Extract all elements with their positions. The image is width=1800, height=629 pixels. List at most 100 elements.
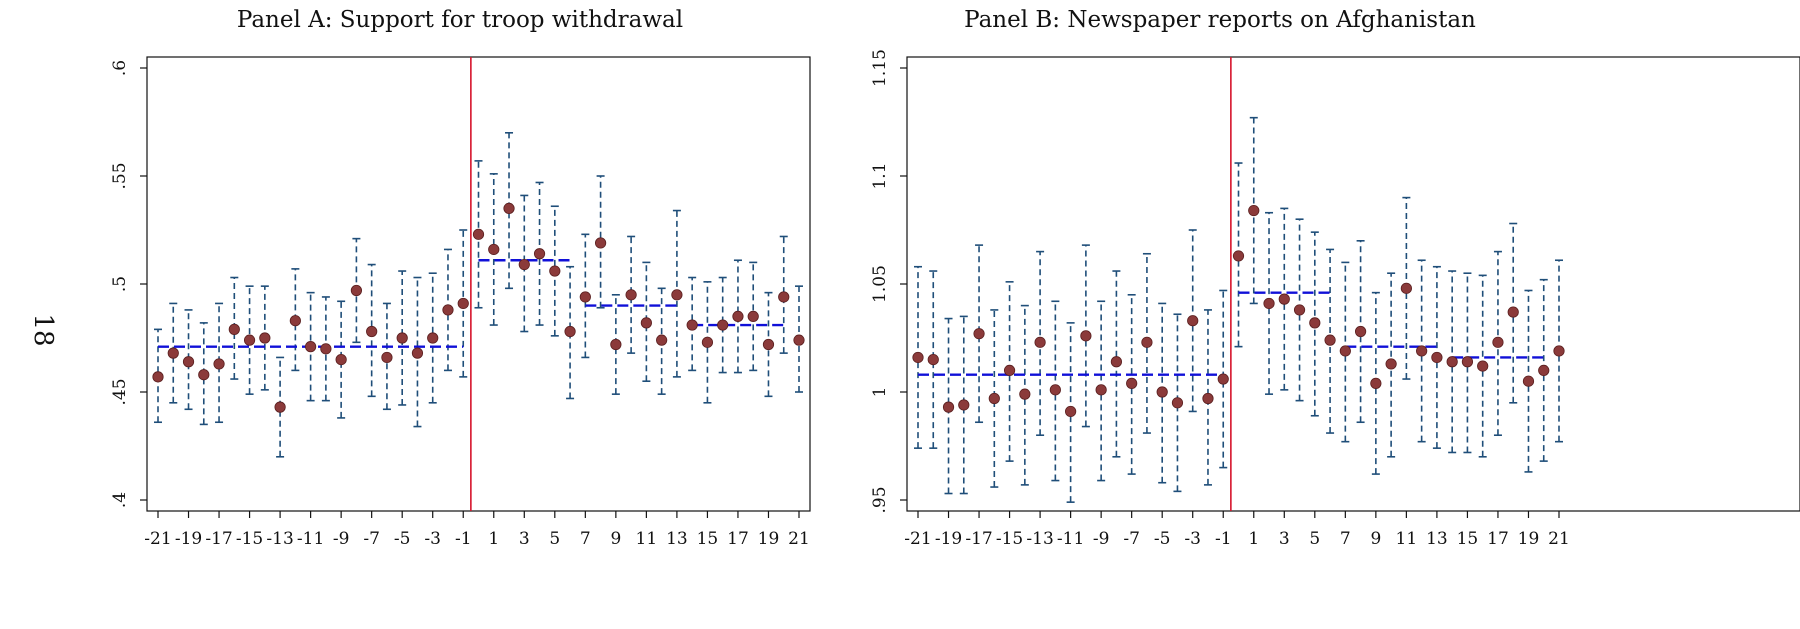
x-tick-label: 21 [788,529,810,549]
data-point [1065,405,1077,418]
data-point [1019,388,1031,400]
data-point [1080,330,1092,342]
data-point [1309,317,1321,329]
data-point [625,289,637,301]
y-tick-label: .5 [110,276,130,292]
data-point [1538,364,1550,376]
data-point [198,369,210,381]
x-tick-label: 19 [1518,529,1540,549]
y-tick-label: 1.15 [870,49,890,87]
x-tick-label: 3 [519,529,530,549]
data-point [472,228,485,240]
data-point [912,351,924,364]
data-point [274,401,286,413]
data-point [579,291,591,303]
panel-b: Panel B: Newspaper reports on Afghanista… [870,7,1800,549]
data-point [701,336,714,348]
data-point [259,332,271,344]
data-point [1461,356,1474,368]
x-tick-label: -7 [1123,529,1140,549]
x-tick-label: -5 [1154,529,1171,549]
data-point [442,304,454,316]
x-tick-label: 9 [610,529,621,549]
x-tick-label: -15 [236,529,263,549]
data-point [1003,364,1016,376]
data-point [350,284,363,297]
x-tick-label: -11 [297,529,324,549]
data-point [1248,204,1260,217]
data-point [243,334,256,346]
data-point [152,371,164,383]
data-point [793,334,805,346]
data-point [1400,282,1412,294]
y-tick-label: 1 [870,387,890,398]
data-point [1446,356,1458,368]
x-tick-label: -19 [175,529,202,549]
data-point [335,353,347,366]
data-point [1324,334,1336,346]
data-point [228,323,240,335]
data-point [1370,377,1382,389]
x-tick-label: 1 [488,529,499,549]
data-point [1416,345,1428,357]
data-point [549,265,561,277]
data-point [427,332,439,344]
data-point [1522,375,1535,387]
data-point [213,358,225,370]
data-point [640,317,652,329]
x-tick-label: -13 [266,529,293,549]
data-point [1553,345,1565,357]
y-tick-label: 1.1 [870,162,890,189]
data-point [1095,384,1107,396]
data-point [1507,306,1519,318]
data-point [1110,356,1123,368]
data-point [656,334,668,346]
data-point [1034,336,1046,348]
data-point [518,258,530,271]
data-point [610,338,622,351]
x-tick-label: -5 [394,529,411,549]
panel-a: Panel A: Support for troop withdrawal .4.… [110,7,811,549]
x-tick-label: -7 [363,529,380,549]
y-tick-label: 1.05 [870,265,890,303]
data-point [942,401,955,413]
x-tick-label: 7 [1340,529,1351,549]
x-tick-label: 7 [580,529,591,549]
x-tick-label: -9 [333,529,350,549]
data-point [1217,373,1229,385]
x-tick-label: 5 [549,529,560,549]
x-tick-label: 21 [1548,529,1570,549]
y-tick-label: .95 [870,486,890,513]
data-point [927,353,939,366]
data-point [1354,325,1367,338]
data-point [1339,345,1351,357]
data-point [671,289,683,301]
x-tick-label: 19 [758,529,780,549]
data-point [167,347,179,359]
data-point [988,392,1000,405]
data-point [1171,397,1184,409]
data-point [1385,358,1397,370]
data-point [411,347,424,359]
x-tick-label: -11 [1057,529,1084,549]
data-point [305,341,317,353]
data-point [762,338,775,351]
data-point [973,328,985,340]
data-point [1126,377,1138,389]
data-point [457,297,469,310]
x-tick-label: 15 [697,529,719,549]
chart-title: Panel A: Support for troop withdrawal [237,7,683,33]
data-point [503,202,515,214]
data-point [182,356,195,368]
data-point [1141,336,1153,348]
data-point [1202,392,1214,405]
x-tick-label: 17 [1487,529,1509,549]
x-tick-label: -3 [1184,529,1201,549]
x-tick-label: -19 [935,529,962,549]
x-tick-label: 5 [1309,529,1320,549]
x-tick-label: 17 [727,529,749,549]
x-tick-label: 13 [1426,529,1448,549]
data-point [717,319,729,331]
data-point [1049,384,1061,396]
data-point [747,310,759,322]
